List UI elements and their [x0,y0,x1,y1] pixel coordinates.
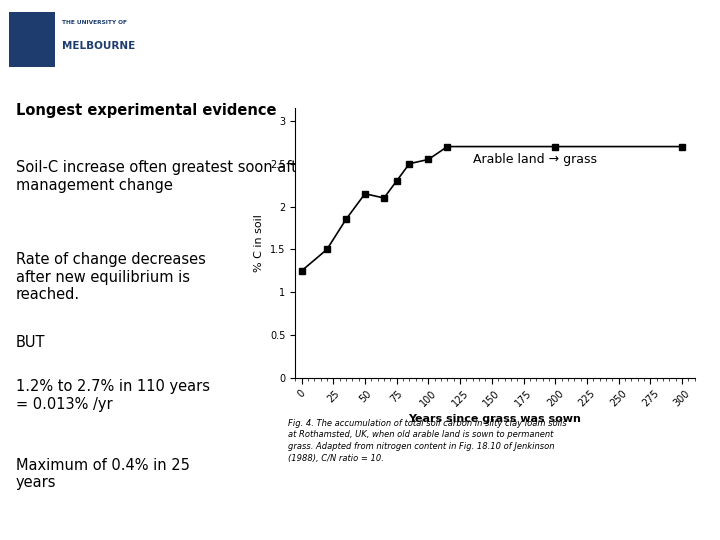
Y-axis label: % C in soil: % C in soil [254,214,264,272]
FancyBboxPatch shape [6,5,153,73]
Text: 1.2% to 2.7% in 110 years
= 0.013% /yr: 1.2% to 2.7% in 110 years = 0.013% /yr [16,379,210,411]
Text: Maximum of 0.4% in 25
years: Maximum of 0.4% in 25 years [16,458,190,490]
Text: THE UNIVERSITY OF: THE UNIVERSITY OF [62,19,127,25]
Text: Can we quantify changes?: Can we quantify changes? [169,26,559,52]
Text: MELBOURNE: MELBOURNE [62,40,135,51]
Text: Arable land → grass: Arable land → grass [473,153,597,166]
Text: Fig. 4. The accumulation of total soil carbon in silty clay loam soils
at Rotham: Fig. 4. The accumulation of total soil c… [288,418,567,463]
Text: Longest experimental evidence: Longest experimental evidence [16,103,276,118]
Text: Soil-C increase often greatest soon after land-use or
management change: Soil-C increase often greatest soon afte… [16,160,400,193]
Text: BUT: BUT [16,335,45,350]
Text: Rate of change decreases
after new equilibrium is
reached.: Rate of change decreases after new equil… [16,252,206,302]
X-axis label: Years since grass was sown: Years since grass was sown [408,414,582,424]
FancyBboxPatch shape [9,12,55,66]
